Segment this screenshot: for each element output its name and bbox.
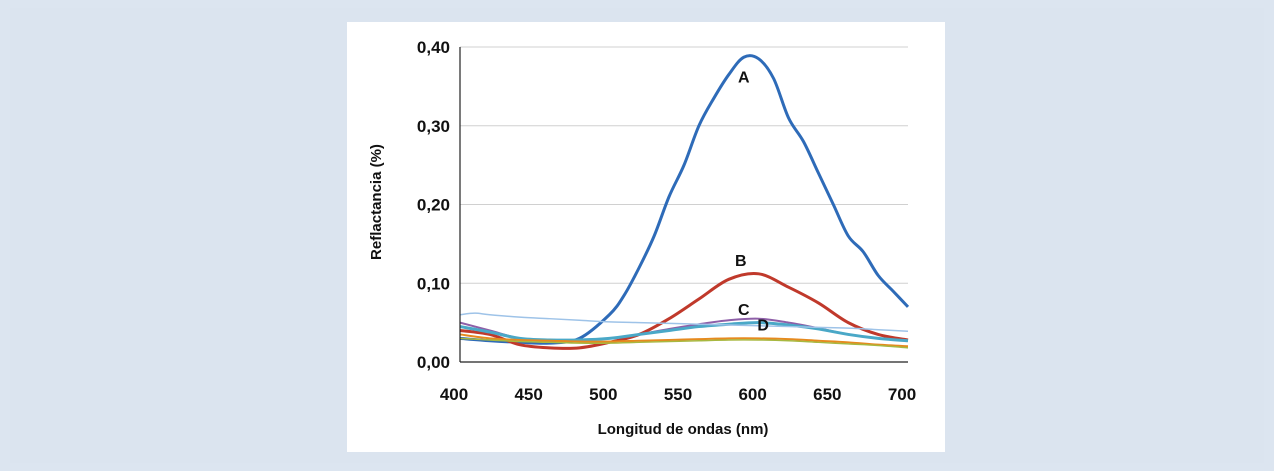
curve-label-a: A: [738, 69, 750, 86]
curve-label-b: B: [735, 253, 747, 270]
reflectance-chart: 0,00 0,10 0,20 0,30 0,40 400 450 500 550 600 650 7…: [368, 38, 916, 438]
x-axis-title: Longitud de ondas (nm): [598, 421, 769, 438]
y-tick-label: 0,40: [417, 38, 450, 57]
curve-label-d: D: [757, 318, 769, 335]
series-line-5: [459, 333, 909, 348]
y-tick-label: 0,00: [417, 353, 450, 372]
y-tick-label: 0,10: [417, 274, 450, 293]
x-tick-label: 700: [888, 385, 916, 404]
y-tick-label: 0,30: [417, 117, 450, 136]
y-axis-title: Reflactancia (%): [368, 144, 385, 260]
series-line-4: [459, 312, 909, 333]
curve-labels: A B CD: [735, 69, 769, 334]
x-tick-label: 550: [664, 385, 692, 404]
x-tick-label: 400: [440, 385, 468, 404]
x-tick-label: 450: [514, 385, 542, 404]
y-tick-labels: 0,00 0,10 0,20 0,30 0,40: [417, 38, 450, 372]
x-tick-labels: 400 450 500 550 600 650 700: [440, 385, 916, 404]
series-line-d: [459, 321, 909, 343]
x-tick-label: 500: [589, 385, 617, 404]
axes: [459, 47, 908, 363]
y-tick-label: 0,20: [417, 196, 450, 215]
x-tick-label: 600: [738, 385, 766, 404]
curve-label-c: C: [738, 302, 750, 319]
series-lines: [459, 54, 910, 350]
chart-figure: 0,00 0,10 0,20 0,30 0,40 400 450 500 550 600 650 7…: [347, 22, 945, 452]
series-line-a: [459, 54, 910, 345]
x-tick-label: 650: [813, 385, 841, 404]
series-line-b: [459, 271, 909, 350]
series-line-6: [459, 337, 909, 349]
